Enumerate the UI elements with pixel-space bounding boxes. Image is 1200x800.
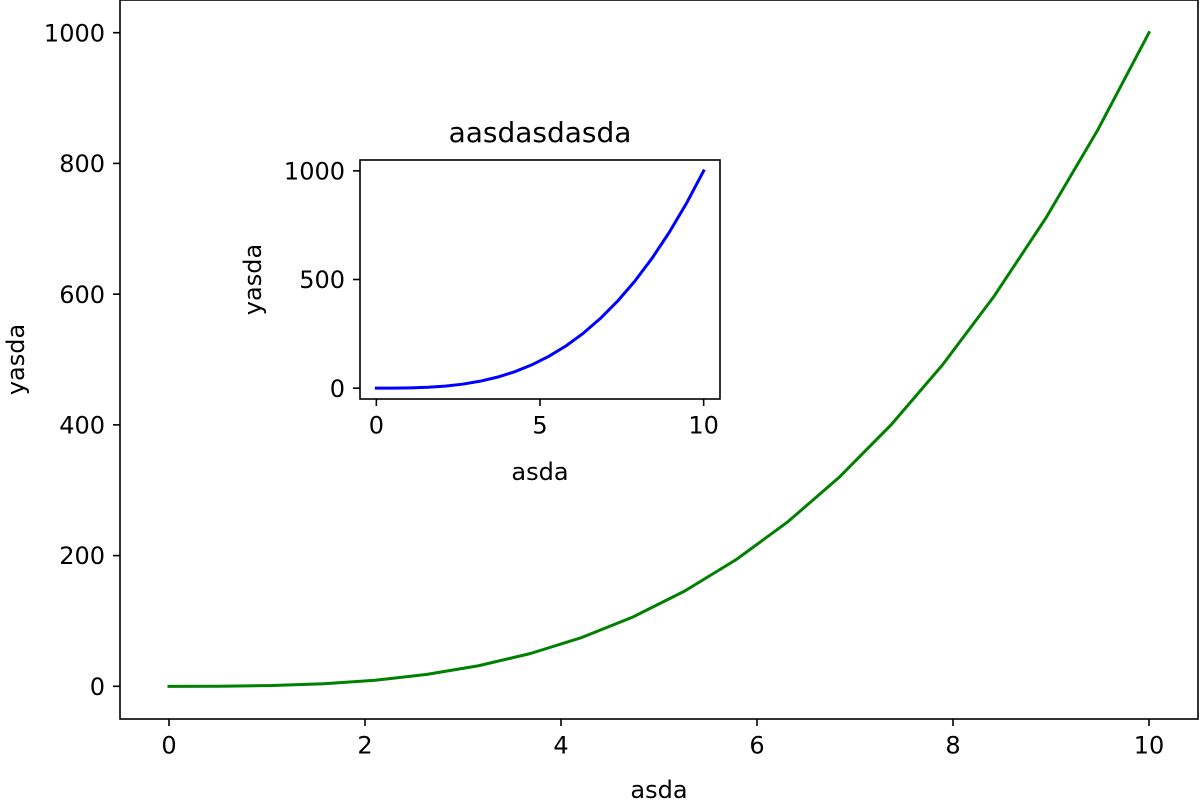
inset-x-ticks: 0 5 10 bbox=[369, 399, 719, 439]
inset-x-axis-label: asda bbox=[511, 458, 568, 486]
main-y-tick-label: 0 bbox=[90, 673, 105, 701]
inset-title: aasdasdasda bbox=[449, 116, 632, 149]
inset-x-tick-label: 5 bbox=[532, 411, 547, 439]
main-x-tick-label: 6 bbox=[749, 731, 764, 759]
main-x-axis-label: asda bbox=[630, 776, 687, 800]
main-y-axis-label: yasda bbox=[2, 324, 30, 395]
inset-x-tick-label: 10 bbox=[688, 411, 719, 439]
inset-chart: 0 5 10 0 500 1000 aasdasdasda asda yasda bbox=[239, 116, 721, 486]
main-y-tick-label: 200 bbox=[59, 542, 105, 570]
main-y-tick-label: 400 bbox=[59, 412, 105, 440]
main-y-tick-label: 800 bbox=[59, 150, 105, 178]
inset-y-tick-label: 0 bbox=[330, 375, 345, 403]
main-y-tick-label: 600 bbox=[59, 281, 105, 309]
main-series-line bbox=[167, 30, 1152, 688]
inset-x-tick-label: 0 bbox=[369, 411, 384, 439]
main-y-tick-label: 1000 bbox=[44, 19, 105, 47]
inset-series-line bbox=[374, 168, 706, 390]
main-x-tick-label: 4 bbox=[553, 731, 568, 759]
main-y-ticks: 0 200 400 600 800 1000 bbox=[44, 19, 120, 701]
main-plot-frame bbox=[119, 0, 1199, 720]
inset-y-axis-label: yasda bbox=[239, 244, 267, 315]
inset-y-tick-label: 1000 bbox=[284, 158, 345, 186]
inset-plot-background bbox=[360, 160, 720, 399]
inset-y-ticks: 0 500 1000 bbox=[284, 158, 360, 403]
main-x-tick-label: 2 bbox=[357, 731, 372, 759]
main-x-tick-label: 8 bbox=[945, 731, 960, 759]
main-x-ticks: 0 2 4 6 8 10 bbox=[161, 719, 1164, 759]
inset-y-tick-label: 500 bbox=[299, 266, 345, 294]
main-x-tick-label: 0 bbox=[161, 731, 176, 759]
main-x-tick-label: 10 bbox=[1134, 731, 1165, 759]
